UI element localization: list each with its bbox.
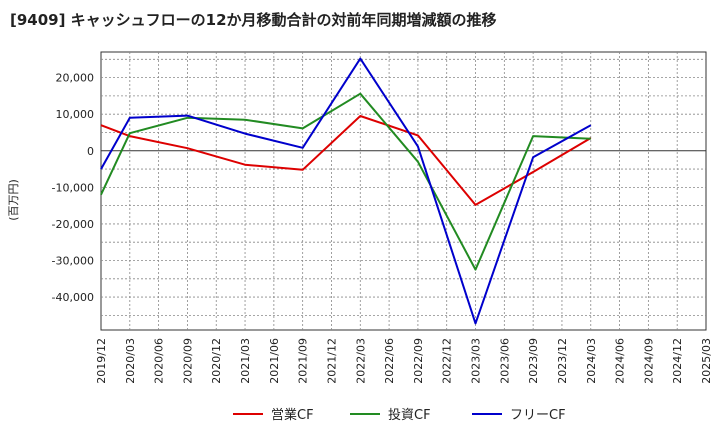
x-tick-label: 2019/12 [95, 338, 108, 384]
x-tick-label: 2020/09 [181, 338, 194, 384]
x-tick-label: 2023/06 [498, 338, 511, 384]
series-line-1 [100, 92, 591, 271]
y-tick-label: 0 [87, 145, 94, 158]
x-tick-label: 2023/03 [470, 338, 483, 384]
x-tick-label: 2023/12 [556, 338, 569, 384]
y-tick-label: -20,000 [52, 218, 94, 231]
x-tick-label: 2022/09 [412, 338, 425, 384]
x-tick-label: 2021/06 [268, 338, 281, 384]
x-tick-label: 2021/09 [297, 338, 310, 384]
x-tick-label: 2022/06 [383, 338, 396, 384]
series-line-0 [100, 115, 592, 206]
y-tick-label: -30,000 [52, 255, 94, 268]
x-tick-label: 2024/12 [671, 338, 684, 384]
x-tick-label: 2024/06 [614, 338, 627, 384]
x-tick-label: 2020/12 [210, 338, 223, 384]
x-tick-label: 2020/03 [124, 338, 137, 384]
x-tick-label: 2024/09 [642, 338, 655, 384]
legend-label: 営業CF [271, 407, 314, 423]
x-tick-label: 2021/12 [325, 338, 338, 384]
legend-label: 投資CF [388, 407, 431, 423]
x-tick-label: 2022/12 [441, 338, 454, 384]
y-tick-label: -40,000 [52, 291, 94, 304]
x-tick-label: 2024/03 [585, 338, 598, 384]
x-tick-label: 2020/06 [153, 338, 166, 384]
y-tick-label: 10,000 [56, 108, 95, 121]
chart-title: [9409] キャッシュフローの12か月移動合計の対前年同期増減額の推移 [10, 11, 497, 29]
plot-area [100, 51, 707, 331]
x-tick-label: 2022/03 [354, 338, 367, 384]
y-tick-label: -10,000 [52, 181, 94, 194]
legend-label: フリーCF [510, 408, 566, 423]
y-axis-label: (百万円) [7, 179, 20, 221]
series-line-2 [100, 57, 592, 325]
x-tick-label: 2023/09 [527, 338, 540, 384]
x-tick-label: 2021/03 [239, 338, 252, 384]
x-tick-label: 2025/03 [700, 338, 713, 384]
y-tick-label: 20,000 [56, 72, 95, 85]
